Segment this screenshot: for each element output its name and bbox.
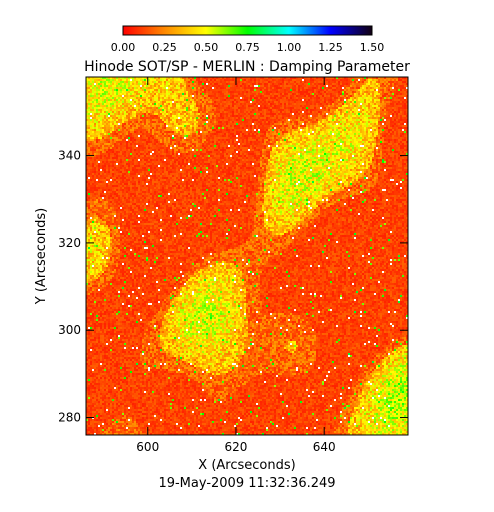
plot-frame xyxy=(85,76,409,436)
y-tick-label: 300 xyxy=(58,323,81,337)
colorbar-tick-label: 0.25 xyxy=(152,41,177,54)
x-tick-label: 620 xyxy=(225,440,248,454)
x-tick-label: 640 xyxy=(313,440,336,454)
colorbar-tick-labels: 0.00 0.25 0.50 0.75 1.00 1.25 1.50 xyxy=(111,41,385,54)
x-tick-label: 600 xyxy=(136,440,159,454)
colorbar-tick-label: 0.50 xyxy=(194,41,219,54)
y-tick-label: 320 xyxy=(58,236,81,250)
heatmap-cells xyxy=(86,77,408,435)
x-axis-label: X (Arcseconds) xyxy=(198,458,295,473)
colorbar-tick-label: 0.75 xyxy=(235,41,260,54)
colorbar-tick-label: 1.25 xyxy=(318,41,343,54)
chart-title: Hinode SOT/SP - MERLIN : Damping Paramet… xyxy=(84,59,410,75)
colorbar-tick-label: 1.50 xyxy=(360,41,385,54)
y-axis-label: Y (Arcseconds) xyxy=(34,208,49,305)
colorbar-tick-label: 0.00 xyxy=(111,41,136,54)
plot-area: 600 620 640 280 300 320 340 xyxy=(58,76,409,454)
colorbar-gradient xyxy=(122,25,373,36)
x-axis: 600 620 640 xyxy=(136,77,336,454)
colorbar: 0.00 0.25 0.50 0.75 1.00 1.25 1.50 xyxy=(111,25,385,54)
observation-timestamp: 19-May-2009 11:32:36.249 xyxy=(158,476,335,491)
colorbar-tick-label: 1.00 xyxy=(277,41,302,54)
y-tick-label: 340 xyxy=(58,149,81,163)
y-axis: 280 300 320 340 xyxy=(58,149,408,425)
y-tick-label: 280 xyxy=(58,411,81,425)
heatmap-image xyxy=(86,77,408,435)
